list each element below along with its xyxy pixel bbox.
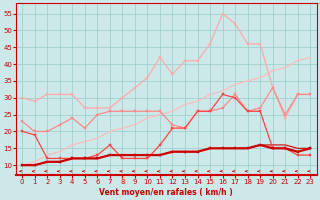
- X-axis label: Vent moyen/en rafales ( km/h ): Vent moyen/en rafales ( km/h ): [100, 188, 233, 197]
